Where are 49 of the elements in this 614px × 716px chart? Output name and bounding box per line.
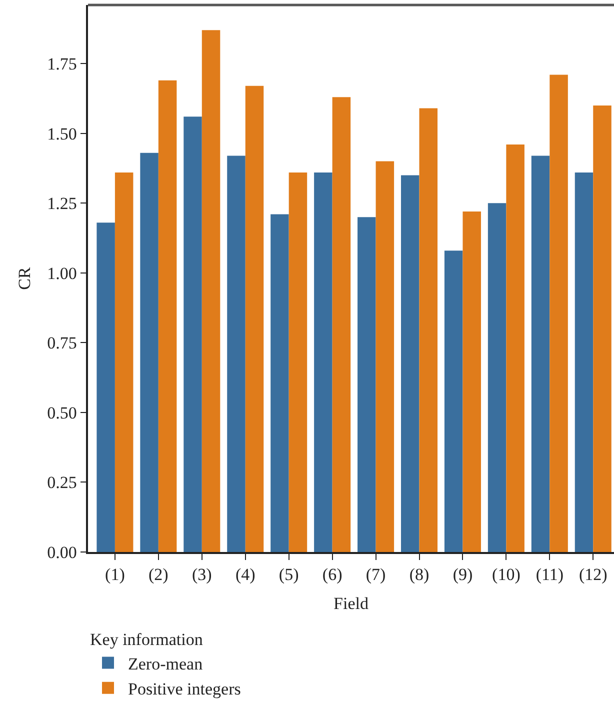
x-tick-label: (11) <box>536 565 564 584</box>
y-tick-label: 0.75 <box>47 334 77 353</box>
bar <box>227 156 246 552</box>
bar <box>114 172 134 552</box>
bar <box>444 250 463 552</box>
legend-label: Zero-mean <box>128 654 204 674</box>
bar <box>574 172 594 552</box>
bar <box>314 172 332 552</box>
x-tick-label: (1) <box>105 565 125 584</box>
x-tick-label: (7) <box>366 565 386 584</box>
y-axis-title: CR <box>15 266 34 290</box>
bar <box>96 222 115 552</box>
y-tick-label: 1.00 <box>47 264 77 283</box>
bar <box>158 80 177 552</box>
bar <box>506 144 524 552</box>
bar <box>550 74 568 552</box>
bar <box>288 172 308 552</box>
bar <box>531 156 550 552</box>
bar <box>400 175 420 552</box>
y-tick-label: 1.25 <box>47 194 77 214</box>
bar <box>270 214 289 552</box>
legend-label: Positive integers <box>128 679 241 698</box>
x-tick-label: (10) <box>492 565 520 584</box>
x-tick-label: (5) <box>278 565 299 584</box>
x-tick-label: (9) <box>452 565 473 584</box>
y-tick-label: 0.50 <box>47 403 77 422</box>
x-tick-label: (2) <box>148 565 168 584</box>
bar <box>462 212 481 552</box>
x-tick-label: (6) <box>322 565 342 584</box>
x-tick-label: (8) <box>409 565 430 584</box>
bar <box>184 116 202 552</box>
bar <box>245 86 264 552</box>
y-tick-label: 0.25 <box>47 473 77 492</box>
bar <box>332 97 351 552</box>
y-tick-label: 1.50 <box>47 124 77 144</box>
bar <box>358 217 376 552</box>
bar <box>419 108 438 552</box>
bar <box>140 152 158 552</box>
x-axis-title: Field <box>334 594 369 614</box>
bar <box>593 105 612 552</box>
legend-title: Key information <box>90 630 204 650</box>
bar <box>488 203 506 552</box>
bar <box>376 161 394 552</box>
bar <box>202 30 220 552</box>
y-tick-label: 1.75 <box>47 54 77 74</box>
x-tick-label: (3) <box>192 565 212 584</box>
x-tick-label: (4) <box>235 565 256 584</box>
y-tick-label: 0.00 <box>47 542 77 562</box>
x-tick-label: (12) <box>578 565 608 584</box>
